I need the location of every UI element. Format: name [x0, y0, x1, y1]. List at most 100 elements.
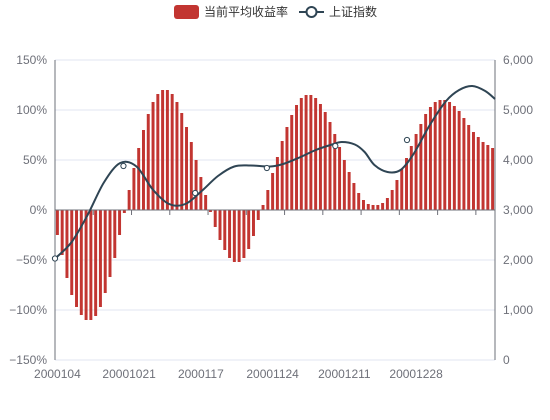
bar	[170, 94, 174, 210]
y-right-tick-label: 3,000	[503, 203, 533, 217]
bar	[132, 168, 136, 210]
bar	[419, 124, 423, 210]
y-right-tick-label: 4,000	[503, 153, 533, 167]
bar	[357, 193, 361, 210]
legend-label-bar: 当前平均收益率	[204, 4, 288, 19]
bar	[390, 190, 394, 210]
bar	[448, 102, 452, 210]
bar	[471, 132, 475, 210]
bar	[189, 142, 193, 210]
legend-item-bar: 当前平均收益率	[174, 4, 288, 19]
bar	[199, 177, 203, 210]
bar	[113, 210, 117, 258]
bar	[194, 160, 198, 210]
bar	[165, 90, 169, 210]
bar	[256, 210, 260, 220]
bar	[232, 210, 236, 262]
bar	[328, 122, 332, 210]
bar	[266, 190, 270, 210]
bar	[127, 190, 131, 210]
bar	[333, 134, 337, 210]
bar	[409, 146, 413, 210]
bar	[366, 204, 370, 210]
y-left-tick-label: 100%	[16, 103, 47, 117]
index-marker	[263, 164, 270, 172]
bar	[141, 130, 145, 210]
y-left-tick-label: 50%	[23, 153, 47, 167]
bar	[486, 145, 490, 210]
bar	[213, 210, 217, 227]
bar	[218, 210, 222, 240]
bar	[70, 210, 74, 295]
legend-label-line: 上证指数	[329, 4, 377, 19]
bar	[156, 94, 160, 210]
bar	[318, 104, 322, 210]
index-marker	[51, 255, 59, 262]
y-right-tick-label: 2,000	[503, 253, 533, 267]
bar	[275, 157, 279, 210]
index-marker	[332, 142, 339, 150]
bar	[223, 210, 227, 250]
y-right-tick-label: 1,000	[503, 303, 533, 317]
bar	[65, 210, 69, 278]
bar	[405, 158, 409, 210]
y-left-tick-label: 150%	[16, 53, 47, 67]
bar	[280, 141, 284, 210]
bar	[347, 172, 351, 210]
bar	[428, 107, 432, 210]
bar	[151, 102, 155, 210]
bar	[491, 148, 495, 210]
bar	[180, 113, 184, 210]
index-marker	[120, 162, 127, 170]
bar	[175, 102, 179, 210]
x-tick-label: 20001228	[389, 367, 443, 381]
y-left-tick-label: 0%	[30, 203, 48, 217]
bar	[251, 210, 255, 236]
bar	[467, 125, 471, 210]
legend-bar-swatch	[174, 5, 199, 19]
index-marker	[192, 189, 199, 197]
bar	[55, 210, 59, 235]
bar	[314, 98, 318, 210]
bar	[228, 210, 232, 258]
x-tick-label: 20001211	[318, 367, 371, 381]
bar	[242, 210, 246, 258]
bar	[338, 147, 342, 210]
bar	[385, 198, 389, 210]
bar	[185, 127, 189, 210]
x-tick-label: 2000117	[178, 367, 224, 381]
legend-item-line: 上证指数	[299, 4, 377, 19]
bar	[75, 210, 79, 307]
bar	[161, 90, 165, 210]
y-left-tick-label: −100%	[9, 303, 47, 317]
bar	[371, 205, 375, 210]
bar	[84, 210, 88, 320]
bar	[481, 142, 485, 210]
bar	[204, 195, 208, 210]
y-right-tick-label: 0	[503, 353, 510, 367]
bar	[342, 160, 346, 210]
x-tick-label: 2000104	[34, 367, 81, 381]
bar	[376, 205, 380, 210]
bar	[361, 200, 365, 210]
bar	[438, 100, 442, 210]
index-marker	[403, 136, 411, 144]
bar	[108, 210, 112, 277]
bar	[352, 183, 356, 210]
bar	[89, 210, 93, 320]
x-tick-label: 20001021	[102, 367, 156, 381]
bar	[457, 111, 461, 210]
bar	[122, 210, 126, 213]
y-left-tick-label: −50%	[16, 253, 47, 267]
bar	[103, 210, 107, 293]
x-tick-label: 20001124	[246, 367, 299, 381]
bar	[323, 112, 327, 210]
bar	[400, 169, 404, 210]
bar	[304, 95, 308, 210]
legend-line-marker	[305, 6, 318, 18]
bar	[98, 210, 102, 307]
y-left-tick-label: −150%	[9, 353, 47, 367]
bar	[414, 134, 418, 210]
bar	[424, 114, 428, 210]
